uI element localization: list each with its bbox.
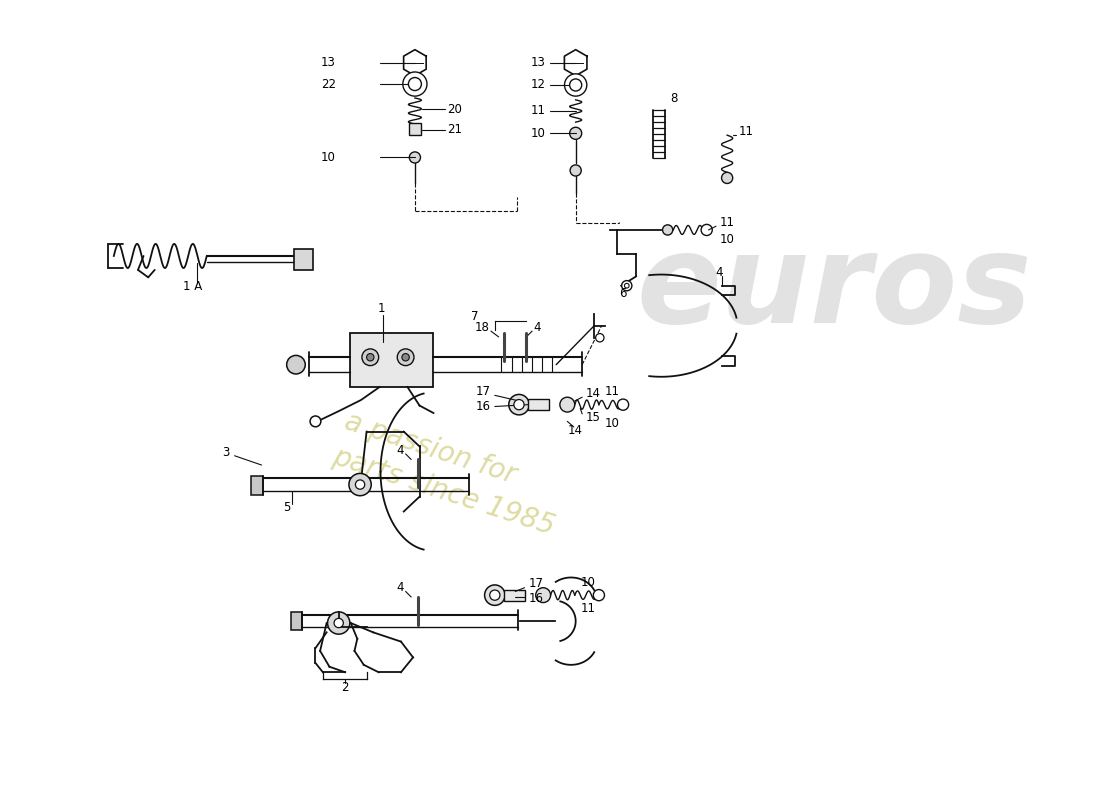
Bar xyxy=(409,123,421,135)
Text: 10: 10 xyxy=(321,151,336,164)
Text: 11: 11 xyxy=(719,216,735,229)
Circle shape xyxy=(560,398,574,412)
Text: 21: 21 xyxy=(448,123,462,136)
Circle shape xyxy=(570,127,582,139)
Circle shape xyxy=(593,590,605,601)
Circle shape xyxy=(362,349,378,366)
Text: 2: 2 xyxy=(341,681,349,694)
Circle shape xyxy=(310,416,321,426)
Text: 22: 22 xyxy=(321,78,336,90)
Circle shape xyxy=(328,612,350,634)
Text: 4: 4 xyxy=(396,582,404,594)
Text: 10: 10 xyxy=(719,233,735,246)
Circle shape xyxy=(490,590,499,600)
Text: 15: 15 xyxy=(586,411,601,424)
Bar xyxy=(528,399,549,410)
Text: 20: 20 xyxy=(448,102,462,116)
Circle shape xyxy=(536,588,551,602)
Circle shape xyxy=(397,349,414,366)
Circle shape xyxy=(564,74,586,96)
Text: 10: 10 xyxy=(605,417,619,430)
Text: 10: 10 xyxy=(531,127,546,140)
Circle shape xyxy=(402,354,409,361)
Text: a passion for
parts since 1985: a passion for parts since 1985 xyxy=(329,408,570,541)
Circle shape xyxy=(570,79,582,91)
Text: 1: 1 xyxy=(377,302,385,315)
Text: 8: 8 xyxy=(670,93,678,106)
Circle shape xyxy=(722,172,733,183)
Bar xyxy=(350,333,433,387)
Text: 4: 4 xyxy=(534,321,541,334)
Text: 11: 11 xyxy=(531,105,546,118)
Circle shape xyxy=(334,618,343,628)
Text: 5: 5 xyxy=(283,502,290,514)
Text: 17: 17 xyxy=(475,385,491,398)
Text: 4: 4 xyxy=(396,444,404,457)
Bar xyxy=(252,476,263,494)
Text: 18: 18 xyxy=(474,321,490,334)
Circle shape xyxy=(625,283,629,288)
Text: 16: 16 xyxy=(528,592,543,606)
Text: 17: 17 xyxy=(528,578,543,590)
Text: 13: 13 xyxy=(321,56,336,69)
Text: euros: euros xyxy=(636,228,1032,349)
Text: 6: 6 xyxy=(619,286,627,300)
Text: 7: 7 xyxy=(471,310,478,323)
Circle shape xyxy=(509,394,529,415)
Text: 14: 14 xyxy=(586,387,601,400)
Circle shape xyxy=(409,152,420,163)
Circle shape xyxy=(662,225,673,235)
Circle shape xyxy=(403,72,427,96)
Bar xyxy=(504,590,525,601)
Text: 10: 10 xyxy=(581,576,595,589)
Circle shape xyxy=(570,165,581,176)
Circle shape xyxy=(366,354,374,361)
Bar xyxy=(294,250,312,270)
Text: 11: 11 xyxy=(738,125,754,138)
Circle shape xyxy=(287,355,305,374)
Text: 11: 11 xyxy=(605,385,619,398)
Circle shape xyxy=(617,399,628,410)
Text: 16: 16 xyxy=(475,400,491,413)
Circle shape xyxy=(485,585,505,606)
Text: 3: 3 xyxy=(222,446,229,459)
Bar xyxy=(292,612,302,630)
Text: 4: 4 xyxy=(715,266,723,279)
Circle shape xyxy=(621,281,631,291)
Text: 12: 12 xyxy=(531,78,546,91)
Text: 11: 11 xyxy=(581,602,595,614)
Circle shape xyxy=(701,224,713,235)
Text: 14: 14 xyxy=(568,424,582,437)
Text: 1 A: 1 A xyxy=(183,280,201,293)
Circle shape xyxy=(355,480,365,490)
Circle shape xyxy=(349,474,371,496)
Circle shape xyxy=(408,78,421,90)
Circle shape xyxy=(595,334,604,342)
Text: 13: 13 xyxy=(531,56,546,69)
Circle shape xyxy=(514,399,524,410)
